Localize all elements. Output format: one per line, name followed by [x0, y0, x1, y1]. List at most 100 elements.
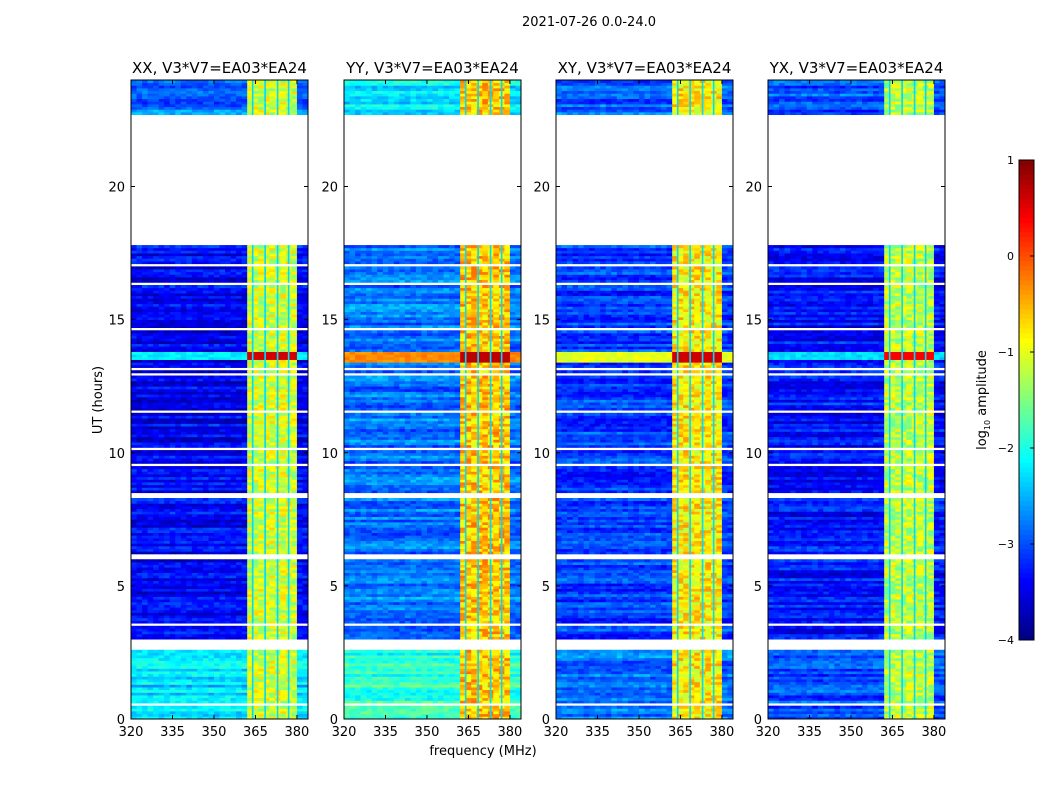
heatmap-cell	[225, 684, 231, 688]
heatmap-cell	[291, 412, 298, 416]
heatmap-cell	[180, 378, 187, 382]
heatmap-cell	[197, 663, 204, 667]
heatmap-cell	[219, 657, 226, 661]
heatmap-cell	[269, 713, 276, 717]
heatmap-cell	[202, 711, 209, 715]
heatmap-cell	[164, 439, 171, 443]
heatmap-cell	[247, 681, 254, 685]
heatmap-cell	[280, 631, 287, 635]
heatmap-cell	[230, 564, 237, 568]
heatmap-cell	[213, 474, 220, 478]
heatmap-cell	[252, 311, 259, 315]
heatmap-cell	[236, 261, 243, 265]
heatmap-cell	[164, 418, 171, 422]
heatmap-cell	[191, 255, 198, 259]
heatmap-cell	[241, 636, 248, 640]
heatmap-cell	[247, 378, 254, 382]
heatmap-cell	[186, 293, 193, 297]
heatmap-cell	[175, 290, 182, 294]
heatmap-cell	[142, 375, 148, 379]
heatmap-cell	[208, 484, 215, 488]
heatmap-cell	[208, 585, 215, 589]
heatmap-cell	[263, 671, 270, 675]
heatmap-cell	[247, 375, 254, 379]
heatmap-cell	[302, 418, 309, 422]
heatmap-cell	[296, 354, 303, 358]
heatmap-cell	[202, 708, 209, 712]
heatmap-cell	[164, 274, 171, 278]
heatmap-cell	[225, 279, 231, 283]
heatmap-cell	[191, 567, 198, 571]
heatmap-cell	[291, 521, 298, 526]
heatmap-cell	[136, 676, 143, 680]
heatmap-cell	[158, 551, 165, 555]
heatmap-cell	[213, 295, 220, 299]
heatmap-cell	[269, 687, 276, 691]
heatmap-cell	[263, 596, 270, 600]
heatmap-cell	[175, 476, 182, 480]
heatmap-cell	[175, 415, 182, 419]
heatmap-cell	[136, 330, 143, 334]
heatmap-cell	[247, 290, 254, 294]
heatmap-cell	[136, 412, 143, 416]
heatmap-cell	[202, 274, 209, 278]
heatmap-cell	[175, 615, 182, 619]
heatmap-cell	[258, 673, 265, 677]
heatmap-cell	[208, 540, 215, 544]
heatmap-cell	[131, 657, 137, 661]
heatmap-cell	[230, 569, 237, 573]
heatmap-cell	[302, 279, 309, 283]
heatmap-cell	[258, 543, 265, 547]
heatmap-cell	[291, 324, 298, 329]
heatmap-cell	[241, 412, 248, 416]
heatmap-cell	[258, 487, 265, 491]
heatmap-cell	[153, 716, 160, 720]
heatmap-cell	[208, 359, 215, 363]
heatmap-cell	[191, 378, 198, 382]
heatmap-cell	[280, 271, 287, 275]
heatmap-cell	[258, 577, 265, 581]
heatmap-cell	[258, 628, 265, 632]
heatmap-cell	[208, 434, 215, 438]
heatmap-cell	[191, 431, 198, 435]
heatmap-cell	[158, 508, 165, 512]
heatmap-cell	[208, 436, 215, 440]
heatmap-cell	[136, 665, 143, 669]
heatmap-cell	[197, 274, 204, 278]
heatmap-cell	[208, 628, 215, 632]
heatmap-cell	[131, 524, 137, 528]
heatmap-cell	[291, 636, 298, 640]
heatmap-cell	[296, 383, 303, 387]
heatmap-cell	[263, 551, 270, 555]
heatmap-cell	[175, 388, 182, 392]
heatmap-cell	[230, 548, 237, 552]
heatmap-cell	[180, 498, 187, 502]
heatmap-cell	[280, 407, 287, 411]
heatmap-cell	[202, 271, 209, 275]
heatmap-cell	[236, 663, 243, 667]
heatmap-cell	[180, 423, 187, 427]
heatmap-cell	[186, 314, 193, 318]
heatmap-cell	[219, 498, 226, 502]
heatmap-cell	[197, 444, 204, 448]
heatmap-cell	[142, 521, 148, 526]
heatmap-cell	[131, 676, 137, 680]
heatmap-cell	[236, 498, 243, 502]
heatmap-cell	[213, 420, 220, 424]
heatmap-cell	[263, 575, 270, 579]
heatmap-cell	[131, 277, 137, 281]
heatmap-cell	[280, 404, 287, 408]
heatmap-cell	[296, 577, 303, 581]
heatmap-cell	[131, 364, 137, 368]
heatmap-cell	[230, 455, 237, 459]
heatmap-cell	[158, 466, 165, 470]
heatmap-cell	[219, 521, 226, 526]
heatmap-cell	[202, 490, 209, 494]
heatmap-cell	[153, 306, 160, 310]
heatmap-cell	[296, 500, 303, 504]
heatmap-cell	[219, 689, 226, 693]
heatmap-cell	[230, 418, 237, 422]
heatmap-cell	[252, 506, 259, 510]
heatmap-cell	[158, 524, 165, 528]
heatmap-cell	[136, 506, 143, 510]
